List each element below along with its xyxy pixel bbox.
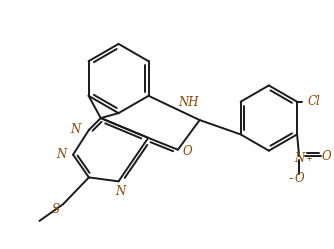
Text: O: O [322,150,332,163]
Text: NH: NH [179,97,199,110]
Text: N: N [116,185,126,198]
Text: Cl: Cl [308,95,321,108]
Text: +: + [305,154,312,163]
Text: -: - [289,172,293,186]
Text: N: N [70,124,80,136]
Text: O: O [183,145,193,158]
Text: O: O [294,172,304,186]
Text: N: N [56,148,66,161]
Text: S: S [51,202,59,216]
Text: N: N [294,152,304,165]
